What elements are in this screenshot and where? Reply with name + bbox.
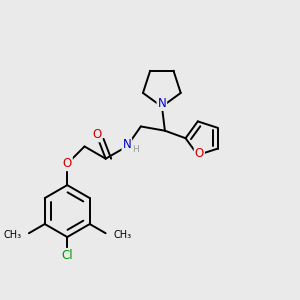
Text: Cl: Cl xyxy=(61,249,73,262)
Text: CH₃: CH₃ xyxy=(113,230,131,240)
Text: N: N xyxy=(158,97,166,110)
Text: N: N xyxy=(122,138,131,152)
Text: CH₃: CH₃ xyxy=(3,230,21,240)
Text: O: O xyxy=(63,157,72,170)
Text: H: H xyxy=(133,145,140,154)
Text: O: O xyxy=(195,147,204,160)
Text: O: O xyxy=(92,128,101,141)
